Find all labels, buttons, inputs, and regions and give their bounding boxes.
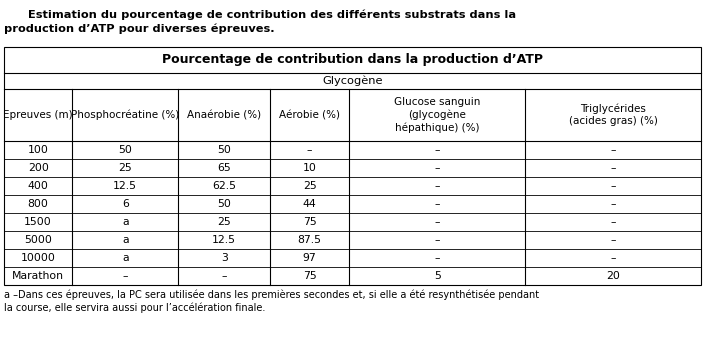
Text: Epreuves (m): Epreuves (m) xyxy=(4,110,73,120)
Text: 62.5: 62.5 xyxy=(212,181,236,191)
Text: –: – xyxy=(434,235,440,245)
Text: 50: 50 xyxy=(217,199,231,209)
Text: –: – xyxy=(434,163,440,173)
Text: –: – xyxy=(611,199,616,209)
Text: 3: 3 xyxy=(221,253,228,263)
Text: a: a xyxy=(122,217,128,227)
Text: 100: 100 xyxy=(27,145,49,155)
Text: 25: 25 xyxy=(302,181,317,191)
Text: –: – xyxy=(611,253,616,263)
Text: 10000: 10000 xyxy=(20,253,56,263)
Text: 75: 75 xyxy=(302,217,317,227)
Text: –: – xyxy=(611,163,616,173)
Text: production d’ATP pour diverses épreuves.: production d’ATP pour diverses épreuves. xyxy=(4,24,275,34)
Text: 65: 65 xyxy=(217,163,231,173)
Text: 75: 75 xyxy=(302,271,317,281)
Text: 6: 6 xyxy=(122,199,129,209)
Text: 50: 50 xyxy=(217,145,231,155)
Bar xyxy=(4,47,701,285)
Text: 400: 400 xyxy=(27,181,49,191)
Text: 44: 44 xyxy=(302,199,317,209)
Text: –: – xyxy=(611,217,616,227)
Text: a: a xyxy=(122,235,128,245)
Text: 1500: 1500 xyxy=(24,217,52,227)
Text: 97: 97 xyxy=(302,253,317,263)
Text: Triglycérides
(acides gras) (%): Triglycérides (acides gras) (%) xyxy=(569,103,658,126)
Text: 10: 10 xyxy=(302,163,317,173)
Text: Aérobie (%): Aérobie (%) xyxy=(279,110,340,120)
Text: Marathon: Marathon xyxy=(12,271,64,281)
Text: Pourcentage de contribution dans la production d’ATP: Pourcentage de contribution dans la prod… xyxy=(162,54,543,67)
Text: 12.5: 12.5 xyxy=(114,181,137,191)
Text: 25: 25 xyxy=(118,163,132,173)
Text: 12.5: 12.5 xyxy=(212,235,236,245)
Text: 25: 25 xyxy=(217,217,231,227)
Text: Estimation du pourcentage de contribution des différents substrats dans la: Estimation du pourcentage de contributio… xyxy=(4,10,516,20)
Text: a –Dans ces épreuves, la PC sera utilisée dans les premières secondes et, si ell: a –Dans ces épreuves, la PC sera utilisé… xyxy=(4,289,539,313)
Text: –: – xyxy=(123,271,128,281)
Text: 87.5: 87.5 xyxy=(298,235,321,245)
Text: –: – xyxy=(434,145,440,155)
Text: Glycogène: Glycogène xyxy=(322,76,383,86)
Text: –: – xyxy=(221,271,227,281)
Text: 5: 5 xyxy=(434,271,441,281)
Text: –: – xyxy=(434,199,440,209)
Text: 5000: 5000 xyxy=(24,235,52,245)
Text: 200: 200 xyxy=(27,163,49,173)
Text: 50: 50 xyxy=(118,145,133,155)
Text: –: – xyxy=(434,217,440,227)
Text: Phosphocréatine (%): Phosphocréatine (%) xyxy=(71,110,179,120)
Text: –: – xyxy=(611,181,616,191)
Text: –: – xyxy=(611,235,616,245)
Text: –: – xyxy=(434,253,440,263)
Text: 20: 20 xyxy=(606,271,620,281)
Text: 800: 800 xyxy=(27,199,49,209)
Text: a: a xyxy=(122,253,128,263)
Text: –: – xyxy=(611,145,616,155)
Text: Anaérobie (%): Anaérobie (%) xyxy=(188,110,262,120)
Text: Glucose sanguin
(glycogène
hépathique) (%): Glucose sanguin (glycogène hépathique) (… xyxy=(394,97,480,133)
Text: –: – xyxy=(434,181,440,191)
Text: –: – xyxy=(307,145,312,155)
